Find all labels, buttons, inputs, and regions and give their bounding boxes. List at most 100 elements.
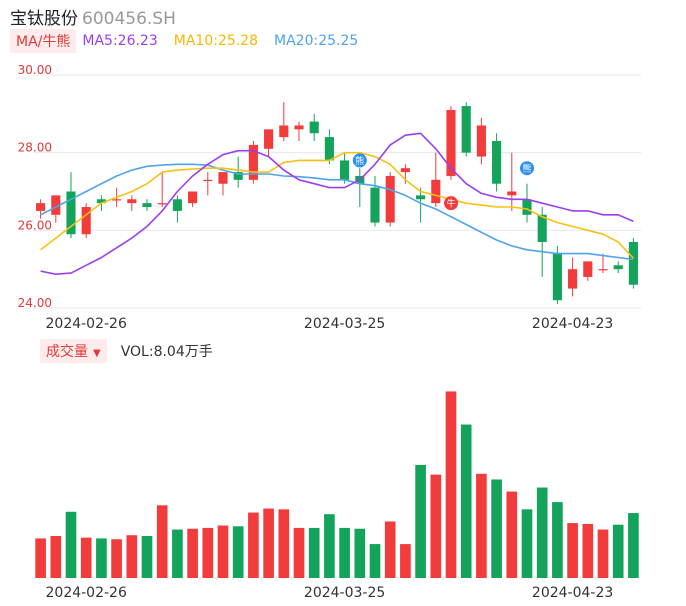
x-tick-label: 2024-02-26 xyxy=(46,585,127,601)
candle xyxy=(537,207,547,277)
candle-body xyxy=(613,265,623,270)
x-tick-label: 2024-02-26 xyxy=(46,316,127,332)
volume-bar xyxy=(293,527,305,578)
candle-body xyxy=(324,137,334,161)
volume-bar xyxy=(324,514,335,578)
candle xyxy=(203,172,213,196)
y-tick-label: 28.00 xyxy=(18,141,52,155)
candle xyxy=(522,183,532,223)
candle-body xyxy=(127,199,137,204)
volume-bar xyxy=(217,525,229,578)
volume-bar xyxy=(597,529,609,578)
candle xyxy=(157,172,167,208)
volume-bar xyxy=(612,524,624,578)
candle-body xyxy=(385,175,395,223)
candle xyxy=(233,156,243,188)
volume-bar xyxy=(126,535,138,578)
volume-tab-label: 成交量 xyxy=(46,344,88,360)
volume-bar xyxy=(476,473,487,578)
x-tick-label: 2024-03-25 xyxy=(304,585,385,601)
stock-code: 600456.SH xyxy=(82,9,176,29)
badge-label: 熊 xyxy=(522,163,531,175)
candle xyxy=(568,257,578,297)
volume-bar xyxy=(65,511,77,578)
volume-bar xyxy=(567,523,578,578)
stock-title: 宝钛股份 600456.SH xyxy=(10,4,176,29)
volume-bar xyxy=(369,544,381,578)
candle-body xyxy=(583,261,593,277)
y-tick-label: 24.00 xyxy=(18,296,52,310)
volume-bar xyxy=(339,527,350,578)
candle-body xyxy=(172,199,182,211)
x-tick-label: 2024-04-23 xyxy=(532,585,613,601)
volume-bar xyxy=(232,526,244,578)
ma10-label: MA10:25.28 xyxy=(173,33,259,49)
candle-body xyxy=(157,203,167,205)
badge-label: 熊 xyxy=(355,155,364,167)
volume-bar xyxy=(521,509,533,578)
candle xyxy=(309,113,319,142)
volume-bar xyxy=(400,544,411,578)
candle-body xyxy=(446,109,456,176)
candle xyxy=(324,129,334,165)
ma20-line xyxy=(40,163,634,261)
candle-body xyxy=(492,141,502,184)
volume-bar xyxy=(111,539,122,578)
candle-body xyxy=(370,187,380,223)
candle xyxy=(628,238,638,289)
ma-tab-button[interactable]: MA/牛熊 xyxy=(10,29,77,53)
candle xyxy=(492,133,502,192)
candle xyxy=(416,187,426,223)
volume-bar xyxy=(628,513,639,578)
candle xyxy=(461,102,471,157)
volume-bar xyxy=(172,529,183,578)
volume-bar xyxy=(491,479,502,578)
badge-label: 牛 xyxy=(446,198,455,210)
candle-body xyxy=(51,195,61,215)
volume-tab-button[interactable]: 成交量 ▼ xyxy=(40,339,107,363)
ma5-line xyxy=(40,132,634,275)
candle xyxy=(81,203,91,239)
candle xyxy=(218,172,228,196)
bear-badge: 熊 xyxy=(352,153,367,168)
volume-bar xyxy=(354,528,366,578)
candle-body xyxy=(628,241,638,285)
candle-body xyxy=(340,160,350,180)
badge-circle xyxy=(352,153,367,168)
volume-bar xyxy=(552,502,563,578)
x-tick-label: 2024-04-23 xyxy=(532,316,613,332)
candle-body xyxy=(598,269,608,271)
candle xyxy=(294,121,304,142)
candle xyxy=(188,191,198,208)
candle-body xyxy=(522,199,532,215)
candle-body xyxy=(203,179,213,182)
y-tick-label: 30.00 xyxy=(18,63,52,77)
candle xyxy=(385,172,395,227)
candle-body xyxy=(416,195,426,200)
candle xyxy=(613,261,623,274)
candle-body xyxy=(188,191,198,204)
candle-body xyxy=(461,106,471,153)
volume-bar xyxy=(35,538,46,578)
candle-body xyxy=(279,125,289,138)
volume-bar xyxy=(50,536,62,578)
candle-body xyxy=(218,172,228,184)
ma-legend: MA/牛熊 MA5:26.23 MA10:25.28 MA20:25.25 xyxy=(10,29,374,53)
badge-circle xyxy=(444,196,458,211)
bull-badge: 牛 xyxy=(444,196,458,211)
candle xyxy=(552,245,562,305)
volume-legend: 成交量 ▼ VOL:8.04万手 xyxy=(40,339,213,363)
candle xyxy=(370,175,380,227)
candle xyxy=(476,117,486,165)
candle xyxy=(507,152,517,211)
stock-name: 宝钛股份 xyxy=(10,9,78,29)
volume-bar xyxy=(278,509,290,578)
candle-body xyxy=(552,253,562,301)
candle xyxy=(142,199,152,211)
candle-body xyxy=(537,214,547,242)
volume-bar xyxy=(187,528,198,578)
volume-bar xyxy=(506,491,518,578)
volume-bar xyxy=(460,424,472,578)
ma20-label: MA20:25.25 xyxy=(274,33,359,49)
